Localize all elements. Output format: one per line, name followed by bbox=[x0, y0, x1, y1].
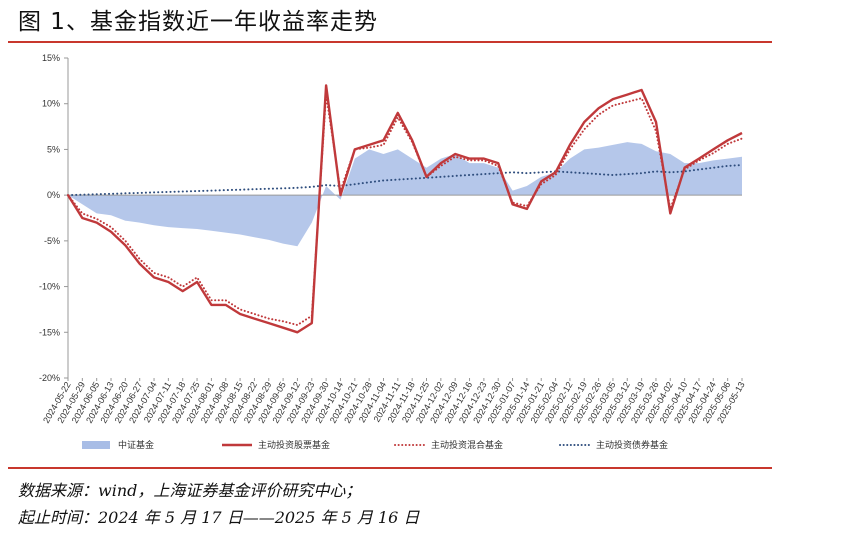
y-tick-label: -5% bbox=[44, 236, 60, 246]
y-tick-label: 0% bbox=[47, 190, 60, 200]
series-line-mixed-fund bbox=[67, 93, 743, 326]
y-tick-label: 10% bbox=[42, 99, 60, 109]
series-area-csi-fund bbox=[68, 142, 742, 247]
plot-area bbox=[66, 84, 743, 334]
legend: 中证基金 主动投资股票基金 主动投资混合基金 主动投资债券基金 bbox=[82, 439, 668, 451]
legend-label: 主动投资债券基金 bbox=[596, 439, 668, 451]
legend-label: 中证基金 bbox=[118, 439, 154, 451]
chart-title: 图 1、基金指数近一年收益率走势 bbox=[18, 9, 378, 35]
legend-swatch-csi-fund bbox=[82, 441, 110, 449]
legend-label: 主动投资混合基金 bbox=[431, 439, 503, 451]
footer-divider bbox=[8, 467, 772, 469]
line-chart: 15% 10% 5% 0% -5% -10% -15% -20% 2024-05-222024… bbox=[39, 53, 747, 451]
series-line-stock-fund bbox=[66, 84, 743, 334]
y-axis: 15% 10% 5% 0% -5% -10% -15% -20% bbox=[39, 53, 69, 383]
period-note: 起止时间：2024 年 5 月 17 日——2025 年 5 月 16 日 bbox=[18, 508, 420, 527]
x-axis: 2024-05-222024-05-292024-06-052024-06-13… bbox=[41, 378, 747, 425]
y-tick-label: -15% bbox=[39, 327, 60, 337]
y-tick-label: -20% bbox=[39, 373, 60, 383]
y-tick-label: 5% bbox=[47, 144, 60, 154]
y-tick-label: -10% bbox=[39, 282, 60, 292]
y-tick-label: 15% bbox=[42, 53, 60, 63]
source-note: 数据来源：wind，上海证券基金评价研究中心； bbox=[18, 481, 362, 500]
title-divider bbox=[8, 41, 772, 43]
legend-label: 主动投资股票基金 bbox=[258, 439, 330, 451]
